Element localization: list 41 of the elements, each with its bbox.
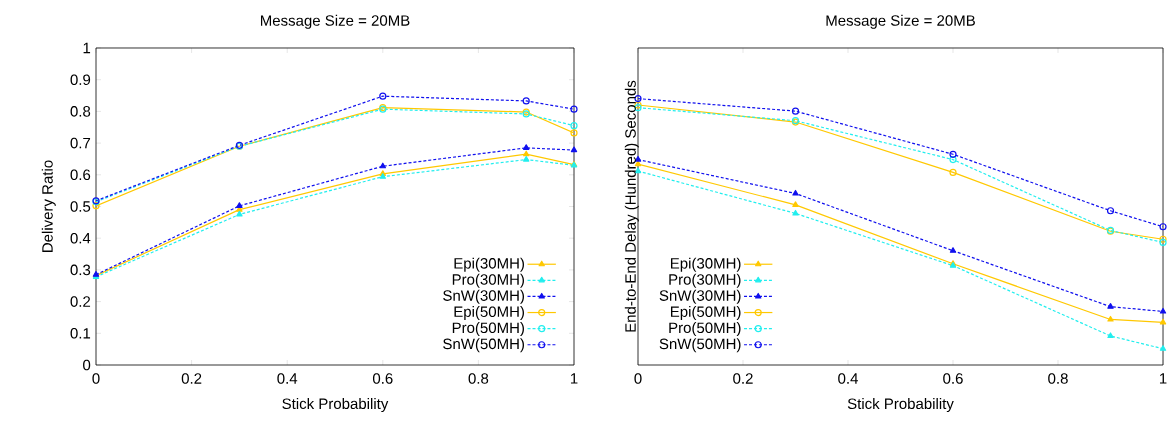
legend-label: Pro(50MH) <box>669 322 741 337</box>
legend-label: SnW(30MH) <box>443 289 524 304</box>
x-tick-label: 0.8 <box>1048 373 1068 384</box>
y-tick-label: 0.8 <box>70 106 91 117</box>
y-tick-label: 0 <box>83 359 91 371</box>
x-tick-label: 0.2 <box>181 373 202 384</box>
legend-label: SnW(50MH) <box>443 338 524 353</box>
y-tick-label: 0.1 <box>70 327 91 339</box>
chart-title: Message Size = 20MB <box>260 14 410 29</box>
x-tick-label: 0.6 <box>943 373 963 384</box>
legend-label: Epi(50MH) <box>671 305 741 320</box>
x-axis-title: Stick Probability <box>847 398 954 412</box>
legend-label: Pro(30MH) <box>669 273 741 288</box>
legend-label: Epi(30MH) <box>671 257 741 272</box>
chart-title: Message Size = 20MB <box>826 14 975 29</box>
x-tick-label: 0.8 <box>468 373 489 384</box>
x-tick-label: 0.2 <box>733 373 753 384</box>
x-tick-label: 1 <box>570 373 578 384</box>
legend-label: SnW(50MH) <box>659 338 741 353</box>
x-tick-label: 0 <box>92 373 100 384</box>
x-tick-label: 0.6 <box>372 373 393 384</box>
x-axis-title: Stick Probability <box>282 398 389 412</box>
x-tick-label: 0.4 <box>838 373 858 384</box>
y-tick-label: 0.7 <box>70 137 91 149</box>
y-axis-title: End-to-End Delay (Hundred) Seconds <box>624 80 639 332</box>
y-axis-title: Delivery Ratio <box>41 160 56 252</box>
legend-label: Pro(30MH) <box>452 273 524 288</box>
y-tick-label: 0.2 <box>70 296 91 307</box>
y-tick-label: 1 <box>83 42 91 54</box>
y-tick-label: 0.4 <box>70 232 91 244</box>
y-tick-label: 0.6 <box>70 169 91 181</box>
y-tick-label: 0.3 <box>70 264 91 276</box>
x-tick-label: 1 <box>1159 373 1167 384</box>
legend-label: Pro(50MH) <box>452 322 524 337</box>
x-tick-label: 0.4 <box>277 373 298 384</box>
legend-label: Epi(30MH) <box>454 257 524 272</box>
y-tick-label: 0.9 <box>70 74 91 85</box>
x-tick-label: 0 <box>634 373 642 384</box>
legend-label: SnW(30MH) <box>659 289 741 304</box>
y-tick-label: 0.5 <box>70 201 91 212</box>
legend-label: Epi(50MH) <box>454 305 524 320</box>
